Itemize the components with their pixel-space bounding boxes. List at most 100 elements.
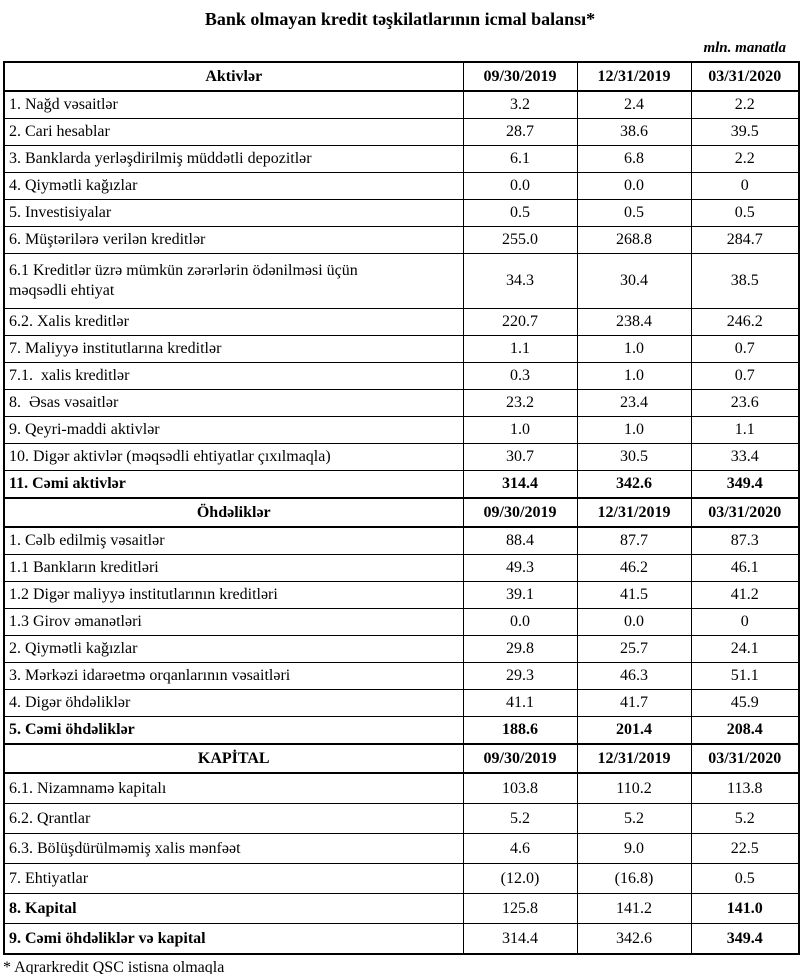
- cell-value: 22.5: [690, 833, 800, 864]
- table-row: 10. Digər aktivlər (məqsədli ehtiyatlar …: [3, 443, 800, 471]
- cell-value: (12.0): [462, 863, 578, 894]
- cell-value: 246.2: [690, 308, 800, 336]
- cell-value: 2.2: [690, 90, 800, 119]
- page-title: Bank olmayan kredit təşkilatlarının icma…: [204, 9, 596, 29]
- cell-value: 46.1: [690, 554, 800, 582]
- row-label: 3. Banklarda yerləşdirilmiş müddətli dep…: [3, 145, 464, 173]
- cell-value: 141.0: [690, 893, 800, 924]
- cell-value: 1.1: [462, 335, 578, 363]
- cell-value: 6.8: [576, 145, 692, 173]
- cell-value: 23.6: [690, 389, 800, 417]
- cell-value: 38.6: [576, 118, 692, 146]
- row-label: 3. Mərkəzi idarəetmə orqanlarının vəsait…: [3, 662, 464, 690]
- cell-value: 28.7: [462, 118, 578, 146]
- table-row: 3. Banklarda yerləşdirilmiş müddətli dep…: [3, 145, 800, 173]
- cell-value: 125.8: [462, 893, 578, 924]
- row-label: 6.3. Bölüşdürülməmiş xalis mənfəət: [3, 833, 464, 864]
- row-label: 6. Müştərilərə verilən kreditlər: [3, 226, 464, 254]
- section-header-row: Öhdəliklər 09/30/2019 12/31/2019 03/31/2020: [3, 497, 800, 528]
- cell-value: 38.5: [690, 253, 800, 309]
- footnote: * Aqrarkredit QSC istisna olmaqla: [3, 959, 225, 974]
- row-label: 2. Cari hesablar: [3, 118, 464, 146]
- table-row: 9. Cəmi öhdəliklər və kapital 314.4 342.6 3…: [3, 923, 800, 955]
- row-label: 7. Maliyyə institutlarına kreditlər: [3, 335, 464, 363]
- cell-value: 113.8: [690, 772, 800, 804]
- cell-value: 0.0: [462, 172, 578, 200]
- cell-value: 238.4: [576, 308, 692, 336]
- cell-value: 51.1: [690, 662, 800, 690]
- table-row: 6.1 Kreditlər üzrə mümkün zərərlərin ödə…: [3, 253, 800, 309]
- table-row: 5. Investisiyalar 0.5 0.5 0.5: [3, 199, 800, 227]
- cell-value: 201.4: [576, 716, 692, 745]
- balance-table: Aktivlər 09/30/2019 12/31/2019 03/31/2020 1.…: [3, 61, 800, 955]
- row-label: 8. Əsas vəsaitlər: [3, 389, 464, 417]
- section-header-row: Aktivlər 09/30/2019 12/31/2019 03/31/2020: [3, 61, 800, 92]
- cell-value: 41.5: [576, 581, 692, 609]
- cell-value: 41.2: [690, 581, 800, 609]
- cell-value: 6.1: [462, 145, 578, 173]
- row-label: 6.2. Qrantlar: [3, 803, 464, 834]
- cell-value: 103.8: [462, 772, 578, 804]
- cell-value: 110.2: [576, 772, 692, 804]
- table-row: 2. Cari hesablar 28.7 38.6 39.5: [3, 118, 800, 146]
- cell-value: 33.4: [690, 443, 800, 471]
- row-label: 5. Cəmi öhdəliklər: [3, 716, 464, 745]
- cell-value: 0.5: [462, 199, 578, 227]
- cell-value: 0: [690, 608, 800, 636]
- cell-value: 30.5: [576, 443, 692, 471]
- cell-value: 5.2: [462, 803, 578, 834]
- table-row: 7. Maliyyə institutlarına kreditlər 1.1 1.…: [3, 335, 800, 363]
- cell-value: 41.1: [462, 689, 578, 717]
- column-header: 12/31/2019: [576, 743, 692, 774]
- table-row: 3. Mərkəzi idarəetmə orqanlarının vəsait…: [3, 662, 800, 690]
- row-label: 6.2. Xalis kreditlər: [3, 308, 464, 336]
- cell-value: 0.7: [690, 335, 800, 363]
- row-label: 1. Cəlb edilmiş vəsaitlər: [3, 526, 464, 555]
- section-title: KAPİTAL: [3, 743, 464, 774]
- row-label: 7.1. xalis kreditlər: [3, 362, 464, 390]
- cell-value: 0.7: [690, 362, 800, 390]
- column-header: 12/31/2019: [576, 61, 692, 92]
- table-row: 1.3 Girov əmanətləri 0.0 0.0 0: [3, 608, 800, 636]
- cell-value: 2.4: [576, 90, 692, 119]
- section-title: Öhdəliklər: [3, 497, 464, 528]
- cell-value: 5.2: [576, 803, 692, 834]
- table-row: 11. Cəmi aktivlər 314.4 342.6 349.4: [3, 470, 800, 499]
- cell-value: 0.5: [576, 199, 692, 227]
- cell-value: 188.6: [462, 716, 578, 745]
- cell-value: 24.1: [690, 635, 800, 663]
- row-label: 9. Cəmi öhdəliklər və kapital: [3, 923, 464, 955]
- cell-value: 30.4: [576, 253, 692, 309]
- cell-value: 220.7: [462, 308, 578, 336]
- section-title: Aktivlər: [3, 61, 464, 92]
- table-row: 7. Ehtiyatlar (12.0) (16.8) 0.5: [3, 863, 800, 894]
- cell-value: 88.4: [462, 526, 578, 555]
- cell-value: 314.4: [462, 923, 578, 955]
- balance-table-body: Aktivlər 09/30/2019 12/31/2019 03/31/2020 1.…: [3, 61, 800, 955]
- table-row: 7.1. xalis kreditlər 0.3 1.0 0.7: [3, 362, 800, 390]
- unit-note: mln. manatla: [703, 40, 786, 56]
- cell-value: 39.1: [462, 581, 578, 609]
- table-row: 6.2. Qrantlar 5.2 5.2 5.2: [3, 803, 800, 834]
- cell-value: 342.6: [576, 923, 692, 955]
- cell-value: 45.9: [690, 689, 800, 717]
- table-row: 5. Cəmi öhdəliklər 188.6 201.4 208.4: [3, 716, 800, 745]
- row-label: 6.1 Kreditlər üzrə mümkün zərərlərin ödə…: [3, 253, 464, 309]
- column-header: 09/30/2019: [462, 61, 578, 92]
- table-row: 1. Nağd vəsaitlər 3.2 2.4 2.2: [3, 90, 800, 119]
- table-row: 2. Qiymətli kağızlar 29.8 25.7 24.1: [3, 635, 800, 663]
- cell-value: 342.6: [576, 470, 692, 499]
- table-row: 1.2 Digər maliyyə institutlarının kredit…: [3, 581, 800, 609]
- cell-value: 0.5: [690, 199, 800, 227]
- cell-value: 208.4: [690, 716, 800, 745]
- cell-value: 141.2: [576, 893, 692, 924]
- cell-value: 29.8: [462, 635, 578, 663]
- cell-value: 314.4: [462, 470, 578, 499]
- section-header-row: KAPİTAL 09/30/2019 12/31/2019 03/31/2020: [3, 743, 800, 774]
- cell-value: 29.3: [462, 662, 578, 690]
- cell-value: 46.2: [576, 554, 692, 582]
- cell-value: 23.2: [462, 389, 578, 417]
- cell-value: 0.5: [690, 863, 800, 894]
- cell-value: 1.0: [576, 362, 692, 390]
